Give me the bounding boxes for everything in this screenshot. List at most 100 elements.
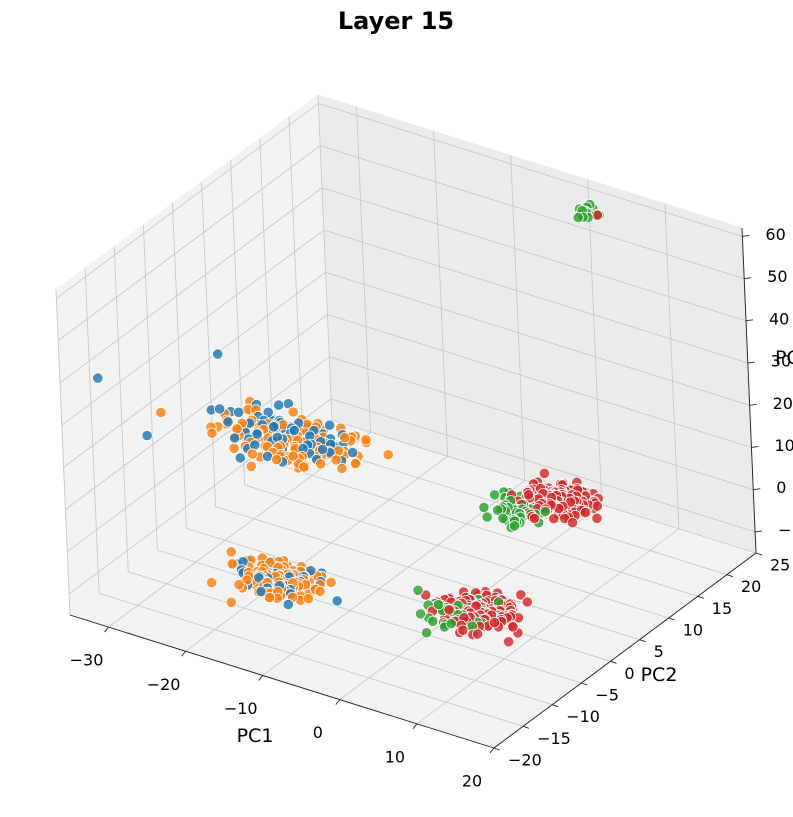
scatter-points [92,199,605,648]
grid-line-y [84,268,100,594]
data-point-blue [92,372,104,384]
grid-line-z [57,145,321,342]
y-tick [493,747,501,751]
data-point-orange [349,457,362,470]
grid-line-z [318,103,743,237]
z-tick [755,530,763,533]
x-tick-label: 20 [462,772,482,791]
axis-labels: Layer 15 PC1 PC2 PC3 [237,7,793,747]
z-tick-label: 60 [765,225,785,244]
data-point-orange [270,453,283,466]
data-point-blue [346,446,359,459]
x-tick-label: −20 [147,675,181,694]
x-tick-label: −10 [224,699,258,718]
data-point-orange [225,596,237,608]
z-tick [744,277,752,280]
data-point-orange [382,449,394,461]
grid-line-z [321,187,747,322]
y-tick [668,617,675,621]
data-point-orange [233,579,245,591]
z-tick-label: 0 [776,478,786,497]
z-tick [749,403,757,406]
data-point-orange [206,427,218,439]
grid-line-y [113,246,129,572]
data-point-red [515,589,527,601]
data-point-red [521,596,533,608]
y-axis-label: PC2 [641,664,678,686]
data-point-red [538,467,551,479]
grid-line-y [273,462,698,597]
grid-line-z [56,103,319,299]
z-tick-label: 30 [771,352,791,371]
y-tick [639,639,646,643]
y-tick-label: 20 [741,577,761,596]
z-tick [751,446,759,448]
data-point-red [579,506,591,519]
grid-line-x [510,155,526,481]
grid-line-y [201,181,217,507]
data-point-green [572,212,584,224]
data-point-blue [251,428,263,440]
data-point-red [528,512,541,525]
grid-line-x [108,431,371,628]
data-point-blue [212,348,224,360]
grid-line-y [128,571,553,706]
z-tick [753,488,761,491]
data-point-red [488,617,501,629]
grid-line-x [587,179,603,505]
data-point-orange [336,462,348,475]
x-tick [489,747,495,754]
data-point-green [432,599,445,611]
data-point-red [502,636,515,648]
x-tick [104,626,109,633]
data-point-red [443,604,455,616]
data-point-orange [246,448,258,460]
grid-line-z [323,229,748,364]
data-point-green [445,617,457,630]
grid-line-z [327,314,752,448]
data-point-green [420,627,433,639]
data-point-blue [233,406,245,418]
grid-line-y [171,203,187,529]
z-axis-label: PC3 [775,347,793,369]
grid-line-y [186,527,611,662]
data-point-orange [298,461,310,473]
y-tick-label: 25 [770,556,790,575]
y-tick-label: −15 [537,729,571,748]
data-point-blue [222,416,234,428]
data-point-green [481,511,493,523]
data-point-green [508,520,521,532]
data-point-orange [206,576,218,589]
grid-line-y [98,592,524,727]
x-tick [258,675,264,681]
data-point-red [591,512,603,524]
grid-line-z [325,271,750,406]
z-tick-label: 10 [775,436,793,455]
data-point-green [478,501,490,513]
z-tick-label: 20 [773,394,793,413]
grid-line-z [320,145,745,280]
y-tick [697,595,704,599]
data-point-green [488,489,501,501]
grid-line-y [55,289,71,616]
x-tick [412,723,418,730]
y-tick-label: 10 [683,621,703,640]
data-point-orange [155,406,167,419]
y-tick [726,574,734,578]
z-tick [742,234,750,237]
grid-line-y [244,484,669,619]
grid-line-z [59,187,323,384]
data-point-blue [331,595,343,607]
y-tick [755,552,763,556]
x-tick-label: −30 [70,651,104,670]
z-tick [745,319,754,322]
z-tick [747,361,755,364]
grid-line-x [416,528,680,725]
x-tick [335,699,341,705]
data-point-blue [268,421,280,433]
grid-line-z [61,229,325,426]
grid-line-x [185,455,448,652]
grid-line-z [63,271,326,468]
z-axis-line [741,227,757,554]
data-point-blue [234,452,246,464]
